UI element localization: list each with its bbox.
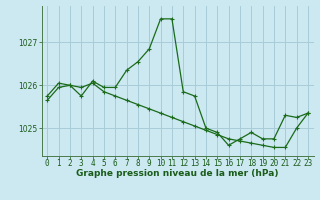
X-axis label: Graphe pression niveau de la mer (hPa): Graphe pression niveau de la mer (hPa)	[76, 169, 279, 178]
